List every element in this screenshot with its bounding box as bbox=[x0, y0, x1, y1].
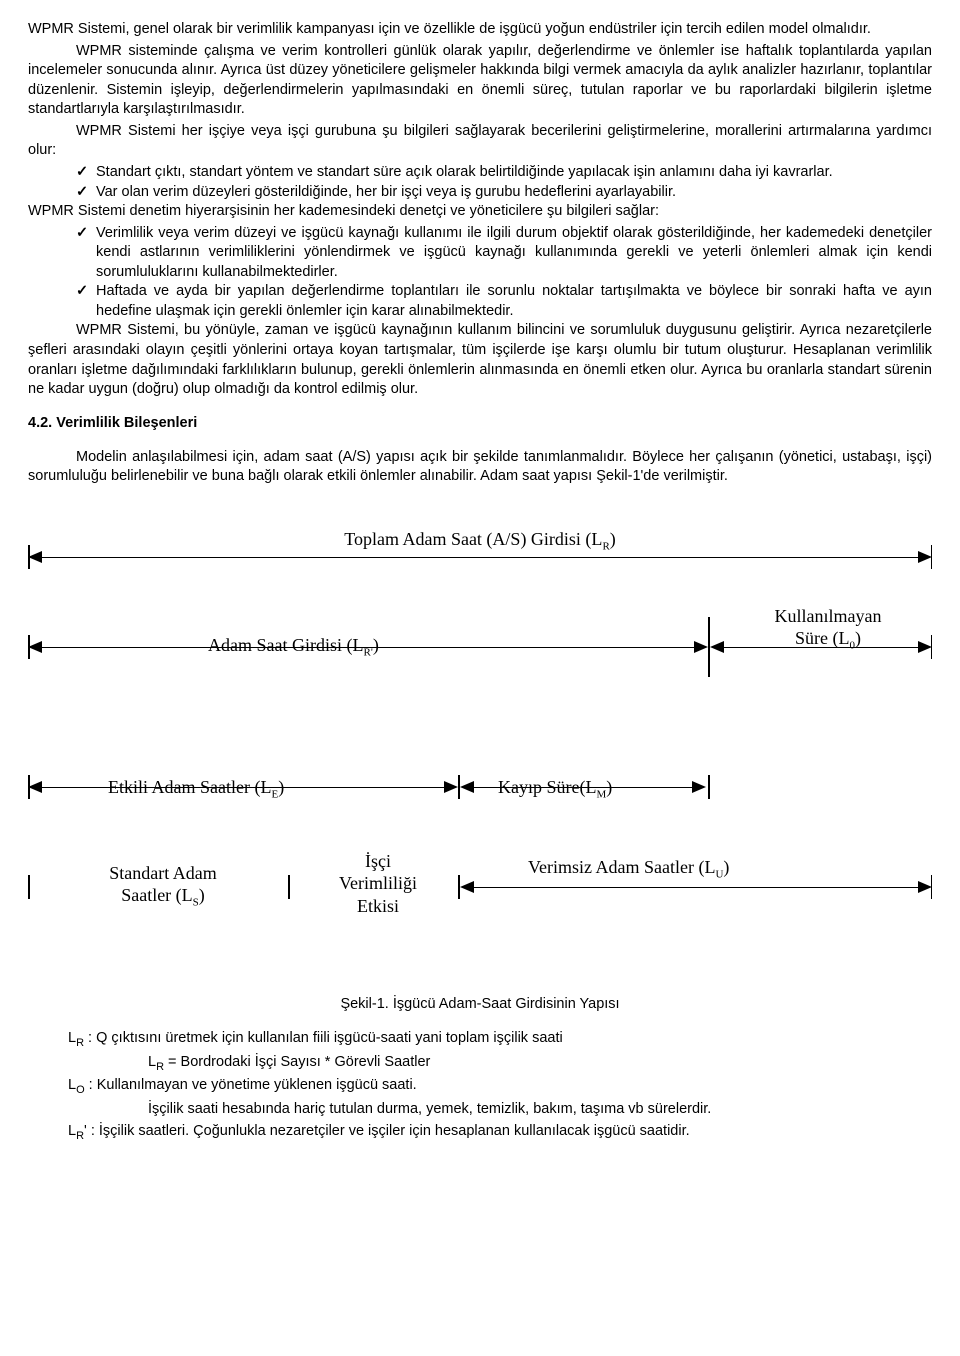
paragraph: WPMR sisteminde çalışma ve verim kontrol… bbox=[28, 42, 932, 120]
check-icon: ✓ bbox=[76, 163, 96, 183]
bullet-item: ✓ Verimlilik veya verim düzeyi ve işgücü… bbox=[28, 224, 932, 283]
check-icon: ✓ bbox=[76, 282, 96, 321]
diagram-label: Etkili Adam Saatler (LE) bbox=[108, 775, 284, 802]
diagram-label: Adam Saat Girdisi (LR') bbox=[208, 633, 379, 660]
bullet-text: Verimlilik veya verim düzeyi ve işgücü k… bbox=[96, 224, 932, 283]
diagram-label: Verimsiz Adam Saatler (LU) bbox=[528, 855, 729, 882]
paragraph: WPMR Sistemi, bu yönüyle, zaman ve işgüc… bbox=[28, 321, 932, 399]
paragraph: WPMR Sistemi denetim hiyerarşisinin her … bbox=[28, 202, 932, 222]
definition-line: LR' : İşçilik saatleri. Çoğunlukla nezar… bbox=[68, 1122, 932, 1144]
definition-line: LO : Kullanılmayan ve yönetime yüklenen … bbox=[68, 1076, 932, 1098]
diagram-label: Standart Adam Saatler (LS) bbox=[68, 862, 258, 911]
manhour-diagram: Toplam Adam Saat (A/S) Girdisi (LR) Adam… bbox=[28, 527, 932, 987]
bullet-item: ✓ Standart çıktı, standart yöntem ve sta… bbox=[28, 163, 932, 183]
definition-line: İşçilik saati hesabında hariç tutulan du… bbox=[68, 1100, 932, 1120]
definitions: LR : Q çıktısını üretmek için kullanılan… bbox=[28, 1029, 932, 1144]
paragraph: Modelin anlaşılabilmesi için, adam saat … bbox=[28, 448, 932, 487]
figure-caption: Şekil-1. İşgücü Adam-Saat Girdisinin Yap… bbox=[28, 995, 932, 1015]
section-title: 4.2. Verimlilik Bileşenleri bbox=[28, 414, 932, 434]
paragraph: WPMR Sistemi, genel olarak bir verimlili… bbox=[28, 20, 932, 40]
bullet-item: ✓ Haftada ve ayda bir yapılan değerlendi… bbox=[28, 282, 932, 321]
paragraph: WPMR Sistemi her işçiye veya işçi gurubu… bbox=[28, 122, 932, 161]
diagram-label: Kayıp Süre(LM) bbox=[498, 775, 612, 802]
diagram-label: Kullanılmayan Süre (L0) bbox=[728, 605, 928, 654]
diagram-label: Toplam Adam Saat (A/S) Girdisi (LR) bbox=[28, 527, 932, 554]
bullet-text: Haftada ve ayda bir yapılan değerlendirm… bbox=[96, 282, 932, 321]
check-icon: ✓ bbox=[76, 183, 96, 203]
bullet-text: Standart çıktı, standart yöntem ve stand… bbox=[96, 163, 932, 183]
bullet-item: ✓ Var olan verim düzeyleri gösterildiğin… bbox=[28, 183, 932, 203]
diagram-label: İşçi Verimliliği Etkisi bbox=[308, 850, 448, 918]
definition-line: LR = Bordrodaki İşçi Sayısı * Görevli Sa… bbox=[68, 1053, 932, 1075]
bullet-text: Var olan verim düzeyleri gösterildiğinde… bbox=[96, 183, 932, 203]
definition-line: LR : Q çıktısını üretmek için kullanılan… bbox=[68, 1029, 932, 1051]
check-icon: ✓ bbox=[76, 224, 96, 283]
